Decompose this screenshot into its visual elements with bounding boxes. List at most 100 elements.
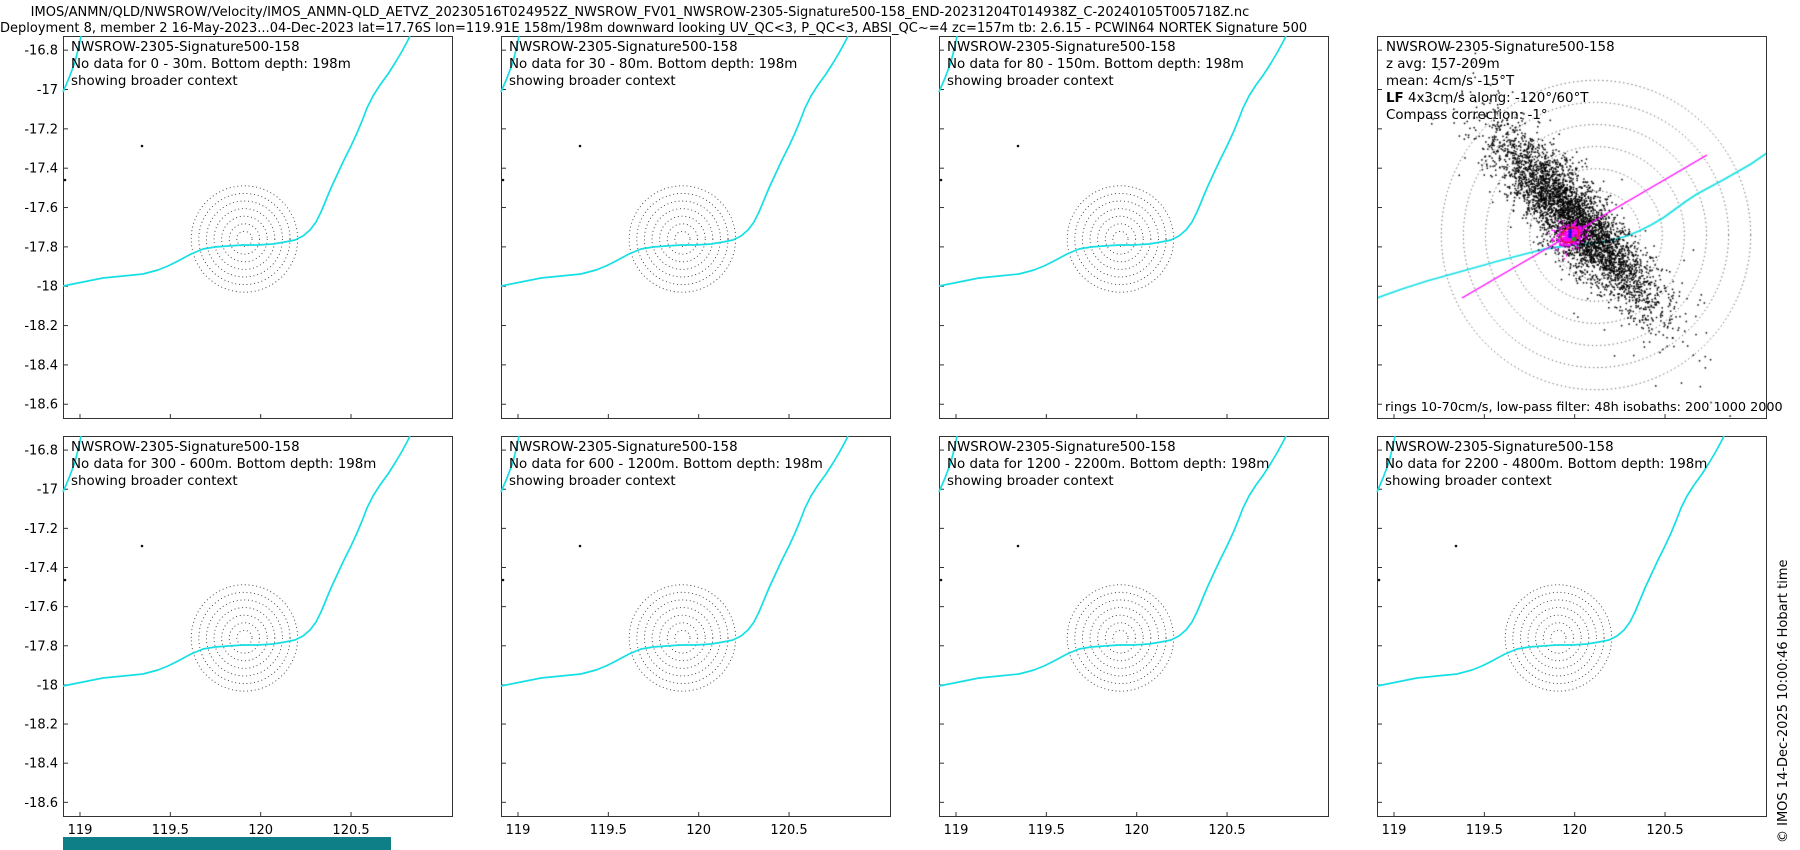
x-tick-label: 119.5 bbox=[152, 823, 189, 838]
coastline bbox=[1376, 435, 1725, 687]
panel-title-line: No data for 30 - 80m. Bottom depth: 198m bbox=[509, 57, 798, 72]
panel-title-line: No data for 2200 - 4800m. Bottom depth: … bbox=[1385, 457, 1708, 472]
panel-title: NWSROW-2305-Signature500-158 No data for … bbox=[1385, 439, 1707, 490]
y-tick-label: -17.8 bbox=[24, 240, 58, 255]
speed-ring bbox=[628, 185, 737, 293]
speed-ring bbox=[1112, 629, 1129, 646]
y-tick-label: -17.2 bbox=[24, 522, 58, 537]
axis-box bbox=[939, 36, 1329, 419]
map-panel-600-1200m: 119 119.5 120 120.5 bbox=[500, 435, 891, 838]
map-panel-1200-2200m: 119 119.5 120 120.5 bbox=[938, 435, 1329, 838]
x-tick-label: 119.5 bbox=[1028, 823, 1065, 838]
panel-title-line: No data for 80 - 150m. Bottom depth: 198… bbox=[947, 57, 1244, 72]
speed-ring bbox=[198, 591, 291, 684]
speed-ring bbox=[1089, 208, 1152, 270]
y-tick-label: -17.2 bbox=[24, 122, 58, 137]
speed-ring bbox=[1512, 591, 1605, 684]
coastline-segment bbox=[500, 35, 520, 93]
panel-title: NWSROW-2305-Signature500-158 No data for … bbox=[509, 39, 797, 90]
figure-title-filename: IMOS/ANMN/QLD/NWSROW/Velocity/IMOS_ANMN-… bbox=[30, 5, 1250, 20]
islet-dot bbox=[501, 578, 505, 582]
axis-box bbox=[63, 436, 453, 817]
y-tick-label: -18.6 bbox=[24, 796, 58, 811]
islet-dot bbox=[63, 578, 67, 582]
speed-ring bbox=[190, 185, 299, 293]
x-tick-label: 120 bbox=[1562, 823, 1587, 838]
map-panel-80-150m bbox=[938, 35, 1329, 419]
speed-ring bbox=[221, 215, 268, 263]
map-panel-0-30m: -16.8 -17 -17.2 -17.4 -17.6 -17.8 -18 -18.2 -18.… bbox=[24, 35, 453, 419]
coastline-segment bbox=[938, 435, 958, 493]
coastline-segment bbox=[1376, 435, 1396, 493]
y-tick-label: -18.6 bbox=[24, 398, 58, 413]
map-plot-svg: 119 119.5 120 120.5 bbox=[1376, 435, 1767, 838]
map-plot-svg: -16.8 -17 -17.2 -17.4 -17.6 -17.8 -18 -18.2 -18.… bbox=[24, 35, 453, 419]
map-panel-30-80m bbox=[500, 35, 891, 419]
axis-box bbox=[501, 436, 891, 817]
panel-title: NWSROW-2305-Signature500-158 No data for … bbox=[509, 439, 823, 490]
speed-ring bbox=[1066, 185, 1175, 293]
speed-ring bbox=[1542, 622, 1575, 654]
velocity-title-lf: LF 4x3cm/s along: -120°/60°T bbox=[1386, 91, 1589, 106]
islet-dot bbox=[1016, 544, 1020, 548]
panel-title-line: showing broader context bbox=[947, 474, 1114, 489]
panel-title-line: showing broader context bbox=[509, 74, 676, 89]
speed-ring bbox=[1074, 192, 1167, 286]
y-tick-label: -17 bbox=[37, 483, 58, 498]
panel-title: NWSROW-2305-Signature500-158 No data for … bbox=[71, 439, 376, 490]
map-plot-svg: 119 119.5 120 120.5 bbox=[938, 435, 1329, 838]
axis-box bbox=[939, 436, 1329, 817]
x-tick-label: 120 bbox=[686, 823, 711, 838]
speed-ring bbox=[1066, 584, 1175, 692]
x-tick-label: 119 bbox=[944, 823, 969, 838]
speed-ring bbox=[666, 622, 699, 654]
speed-ring bbox=[1550, 629, 1567, 646]
y-tick-label: -18.4 bbox=[24, 358, 58, 373]
islet-dot bbox=[578, 544, 582, 548]
speed-ring bbox=[198, 192, 291, 286]
islet-dot bbox=[939, 178, 943, 182]
panel-title: NWSROW-2305-Signature500-158 No data for … bbox=[947, 439, 1269, 490]
velocity-title-mean: mean: 4cm/s -15°T bbox=[1386, 74, 1515, 89]
velocity-title-compass: Compass correction: -1° bbox=[1386, 108, 1548, 123]
speed-ring bbox=[1089, 607, 1152, 669]
panel-title-line: No data for 600 - 1200m. Bottom depth: 1… bbox=[509, 457, 823, 472]
x-tick-label: 120.5 bbox=[1208, 823, 1245, 838]
panel-title-line: NWSROW-2305-Signature500-158 bbox=[71, 440, 300, 455]
velocity-plot-svg bbox=[1377, 36, 1767, 419]
coastline-segment bbox=[62, 35, 82, 93]
y-tick-label: -16.8 bbox=[24, 444, 58, 459]
speed-ring bbox=[228, 622, 261, 654]
map-plot-svg bbox=[938, 35, 1329, 419]
panel-title-line: No data for 0 - 30m. Bottom depth: 198m bbox=[71, 57, 351, 72]
speed-ring bbox=[659, 614, 706, 662]
coastline bbox=[500, 35, 849, 287]
y-tick-label: -17.8 bbox=[24, 639, 58, 654]
islet-dot bbox=[1377, 578, 1381, 582]
speed-ring bbox=[1104, 223, 1137, 255]
x-tick-label: 119 bbox=[506, 823, 531, 838]
speed-ring bbox=[1097, 614, 1144, 662]
map-plot-svg bbox=[500, 35, 891, 419]
map-plot-svg: 119 119.5 120 120.5 bbox=[500, 435, 891, 838]
islet-dot bbox=[578, 144, 582, 148]
x-tick-label: 119 bbox=[68, 823, 93, 838]
map-panel-300-600m: -16.8 -17 -17.2 -17.4 -17.6 -17.8 -18 -18.2 -18.… bbox=[24, 435, 453, 838]
speed-ring bbox=[1527, 607, 1590, 669]
speed-ring bbox=[651, 208, 714, 270]
x-tick-label: 120 bbox=[248, 823, 273, 838]
axis-box bbox=[63, 36, 453, 419]
speed-ring bbox=[643, 599, 721, 677]
speed-ring bbox=[213, 607, 276, 669]
velocity-footnote: rings 10-70cm/s, low-pass filter: 48h is… bbox=[1385, 400, 1783, 415]
coastline bbox=[62, 435, 411, 687]
figure-title-deployment: Deployment 8, member 2 16-May-2023...04-… bbox=[0, 21, 1308, 36]
coastline bbox=[62, 35, 411, 287]
y-tick-label: -17.4 bbox=[24, 162, 58, 177]
coastline-segment bbox=[938, 35, 958, 93]
speed-ring bbox=[221, 614, 268, 662]
panel-title-line: NWSROW-2305-Signature500-158 bbox=[947, 40, 1176, 55]
speed-ring bbox=[228, 223, 261, 255]
panel-title-line: showing broader context bbox=[71, 474, 238, 489]
speed-ring bbox=[651, 607, 714, 669]
